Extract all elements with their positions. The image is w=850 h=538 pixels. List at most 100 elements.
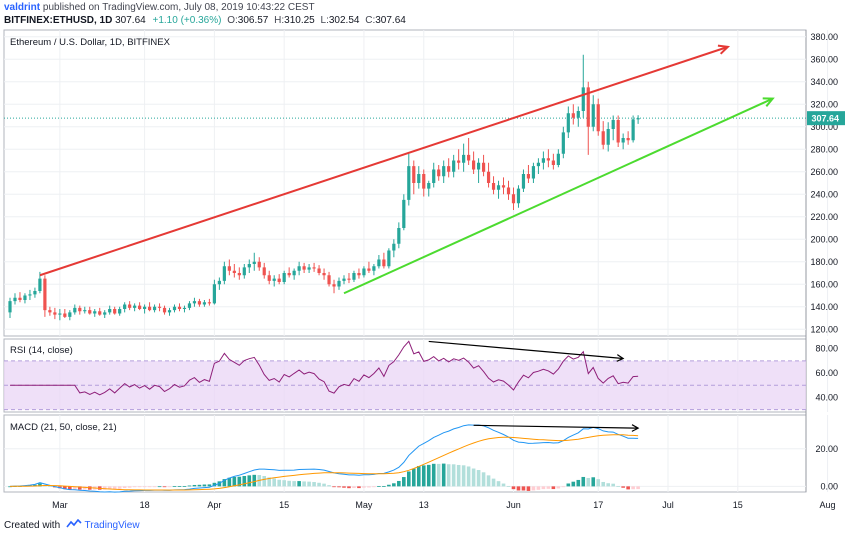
candle[interactable] [108,305,112,315]
candle[interactable] [387,248,391,269]
candle[interactable] [412,160,416,195]
candle[interactable] [427,180,431,197]
candle[interactable] [128,301,132,311]
candle[interactable] [621,133,625,150]
candle[interactable] [147,302,152,312]
candle[interactable] [177,303,182,312]
candlestick-series[interactable] [8,54,640,321]
candle[interactable] [287,267,291,278]
candle[interactable] [257,257,261,271]
candle[interactable] [337,277,341,290]
candle[interactable] [297,261,301,276]
candle[interactable] [616,115,620,148]
candle[interactable] [88,306,92,315]
candle[interactable] [103,310,107,318]
candle[interactable] [118,306,122,316]
candle[interactable] [481,154,486,177]
candle[interactable] [242,264,246,279]
candle[interactable] [626,131,630,145]
candle[interactable] [53,307,57,320]
candle[interactable] [38,271,42,294]
rsi-divergence-line[interactable] [428,340,624,360]
candle[interactable] [302,262,306,273]
candle[interactable] [472,151,476,175]
candle[interactable] [526,165,531,183]
candle[interactable] [556,149,560,168]
candle[interactable] [73,304,77,315]
candle[interactable] [447,158,451,178]
macd-series[interactable] [8,424,640,493]
candle[interactable] [511,187,516,211]
candle[interactable] [476,158,481,183]
candle[interactable] [407,153,411,206]
candle[interactable] [342,275,346,285]
candle[interactable] [48,306,52,316]
candle[interactable] [566,106,570,139]
candle[interactable] [496,180,501,199]
candle[interactable] [506,180,511,200]
rsi-line[interactable] [10,340,639,396]
candle[interactable] [402,194,406,231]
candle[interactable] [123,302,127,313]
candle[interactable] [212,279,216,305]
candle[interactable] [372,264,376,276]
candle[interactable] [352,270,356,282]
macd-divergence-line[interactable] [473,424,639,429]
candle[interactable] [317,265,321,276]
candle[interactable] [601,121,605,150]
candle[interactable] [486,162,491,188]
macd-line[interactable] [9,424,639,493]
candle[interactable] [452,154,456,178]
candle[interactable] [322,268,326,280]
candle[interactable] [133,303,137,312]
candle[interactable] [551,153,555,170]
candle[interactable] [397,222,401,249]
candle[interactable] [13,293,17,305]
candle[interactable] [262,262,266,279]
candle[interactable] [521,169,526,193]
candle[interactable] [596,98,600,136]
candle[interactable] [442,160,446,184]
candle[interactable] [202,300,207,307]
candle[interactable] [187,301,192,311]
lower-trend-line[interactable] [343,97,774,295]
candle[interactable] [347,273,351,284]
candle[interactable] [58,309,62,321]
upper-trend-line[interactable] [39,45,729,277]
candle[interactable] [382,252,386,269]
candle[interactable] [631,115,635,143]
rsi-series[interactable] [10,340,639,396]
candle[interactable] [267,270,271,285]
candle[interactable] [162,305,167,315]
candle[interactable] [541,151,545,170]
candle[interactable] [33,287,37,298]
tradingview-brand-link[interactable]: TradingView [84,520,140,531]
candle[interactable] [277,274,281,285]
candle[interactable] [207,298,211,306]
candle[interactable] [23,293,27,304]
candle[interactable] [172,304,177,313]
candle[interactable] [536,158,541,174]
candle[interactable] [546,149,550,168]
candle[interactable] [457,149,461,170]
candle[interactable] [611,115,615,141]
candle[interactable] [157,303,162,312]
candle[interactable] [113,306,117,315]
candle[interactable] [167,307,172,316]
author-link[interactable]: valdrint [4,2,41,13]
candle[interactable] [491,176,496,195]
candle[interactable] [462,143,466,172]
candle[interactable] [576,106,580,127]
candle[interactable] [357,268,361,279]
candle[interactable] [98,307,102,316]
trend-lines[interactable] [39,44,775,295]
candle[interactable] [467,138,471,165]
candle[interactable] [272,275,276,287]
candle[interactable] [606,122,610,152]
candle[interactable] [63,309,67,318]
candle[interactable] [292,268,296,280]
candle[interactable] [222,261,226,285]
candle[interactable] [247,259,251,274]
candle[interactable] [591,95,595,132]
